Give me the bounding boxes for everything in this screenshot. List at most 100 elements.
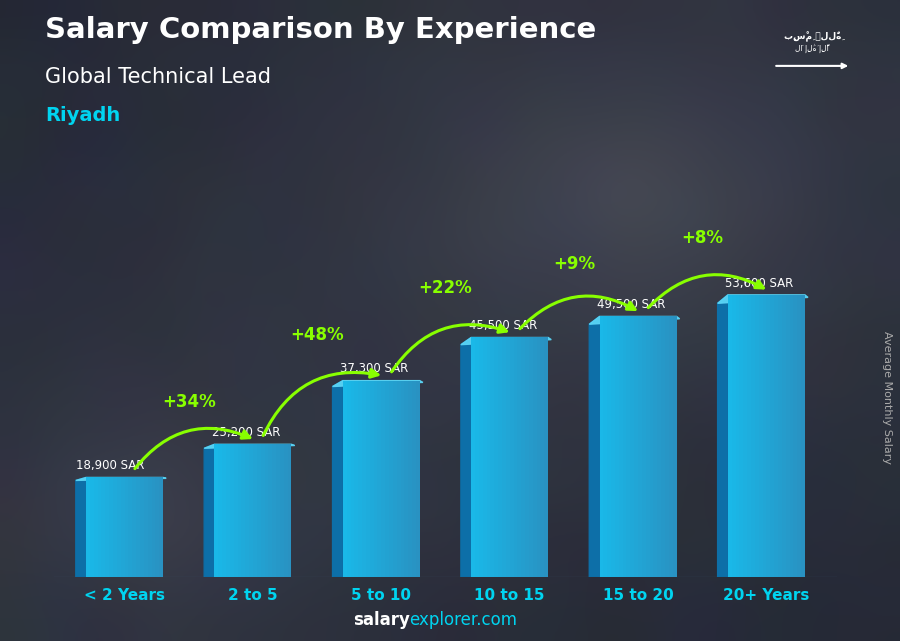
Text: 49,500 SAR: 49,500 SAR: [597, 298, 665, 311]
Bar: [544, 337, 548, 577]
Bar: [222, 444, 226, 577]
Text: 53,600 SAR: 53,600 SAR: [725, 276, 794, 290]
Bar: [786, 295, 789, 577]
Bar: [634, 317, 638, 577]
Bar: [608, 317, 611, 577]
Bar: [669, 317, 672, 577]
Bar: [124, 478, 129, 577]
Bar: [358, 381, 362, 577]
Bar: [230, 444, 234, 577]
Bar: [393, 381, 397, 577]
Polygon shape: [717, 295, 808, 303]
Bar: [148, 478, 151, 577]
Bar: [159, 478, 163, 577]
Bar: [389, 381, 393, 577]
Bar: [475, 337, 479, 577]
Bar: [416, 381, 419, 577]
Bar: [129, 478, 132, 577]
Bar: [366, 381, 370, 577]
Bar: [350, 381, 355, 577]
Text: Salary Comparison By Experience: Salary Comparison By Experience: [45, 16, 596, 44]
Bar: [514, 337, 518, 577]
Bar: [151, 478, 156, 577]
Bar: [370, 381, 374, 577]
Bar: [472, 337, 475, 577]
Bar: [509, 337, 514, 577]
Text: salary: salary: [353, 612, 410, 629]
Bar: [113, 478, 117, 577]
Bar: [102, 478, 105, 577]
Text: +8%: +8%: [681, 229, 724, 247]
Polygon shape: [204, 444, 294, 448]
Bar: [767, 295, 770, 577]
Bar: [397, 381, 400, 577]
Bar: [740, 295, 743, 577]
Bar: [536, 337, 541, 577]
Bar: [626, 317, 630, 577]
Bar: [90, 478, 94, 577]
Bar: [498, 337, 502, 577]
Bar: [156, 478, 159, 577]
Text: 45,500 SAR: 45,500 SAR: [469, 319, 537, 332]
Text: 37,300 SAR: 37,300 SAR: [340, 362, 409, 376]
Bar: [97, 478, 102, 577]
Bar: [284, 444, 288, 577]
Polygon shape: [590, 317, 680, 324]
Text: +34%: +34%: [162, 393, 216, 411]
Bar: [268, 444, 272, 577]
Bar: [494, 337, 498, 577]
Bar: [249, 444, 253, 577]
Text: explorer.com: explorer.com: [410, 612, 518, 629]
Bar: [657, 317, 662, 577]
Bar: [374, 381, 377, 577]
Bar: [136, 478, 140, 577]
Bar: [121, 478, 124, 577]
Text: Riyadh: Riyadh: [45, 106, 121, 125]
Bar: [735, 295, 740, 577]
Bar: [747, 295, 751, 577]
Bar: [382, 381, 385, 577]
Bar: [241, 444, 246, 577]
Bar: [762, 295, 767, 577]
Bar: [105, 478, 109, 577]
Bar: [265, 444, 268, 577]
Bar: [662, 317, 665, 577]
Bar: [623, 317, 626, 577]
Bar: [672, 317, 677, 577]
Bar: [261, 444, 265, 577]
Bar: [759, 295, 762, 577]
Polygon shape: [76, 478, 166, 481]
Bar: [794, 295, 797, 577]
Bar: [487, 337, 491, 577]
Bar: [140, 478, 144, 577]
Text: بِسْمِ ٱللَّٰهِ: بِسْمِ ٱللَّٰهِ: [784, 31, 841, 42]
Text: Average Monthly Salary: Average Monthly Salary: [881, 331, 892, 464]
Bar: [778, 295, 782, 577]
Bar: [728, 295, 805, 577]
Bar: [404, 381, 409, 577]
Bar: [109, 478, 113, 577]
Text: لَا إِلَٰهَ إِلَّا: لَا إِلَٰهَ إِلَّا: [796, 44, 829, 53]
Bar: [234, 444, 238, 577]
Bar: [117, 478, 121, 577]
Polygon shape: [204, 444, 214, 577]
Polygon shape: [461, 337, 472, 577]
Bar: [385, 381, 389, 577]
Bar: [797, 295, 801, 577]
Bar: [732, 295, 735, 577]
Bar: [728, 295, 732, 577]
Bar: [525, 337, 529, 577]
Bar: [362, 381, 366, 577]
Bar: [246, 444, 249, 577]
Bar: [400, 381, 404, 577]
Polygon shape: [717, 295, 728, 577]
Bar: [599, 317, 603, 577]
Text: +48%: +48%: [291, 326, 344, 344]
Bar: [238, 444, 241, 577]
Text: Global Technical Lead: Global Technical Lead: [45, 67, 271, 87]
Bar: [482, 337, 487, 577]
Bar: [599, 317, 677, 577]
Text: +9%: +9%: [553, 254, 595, 272]
Bar: [533, 337, 536, 577]
Bar: [214, 444, 292, 577]
